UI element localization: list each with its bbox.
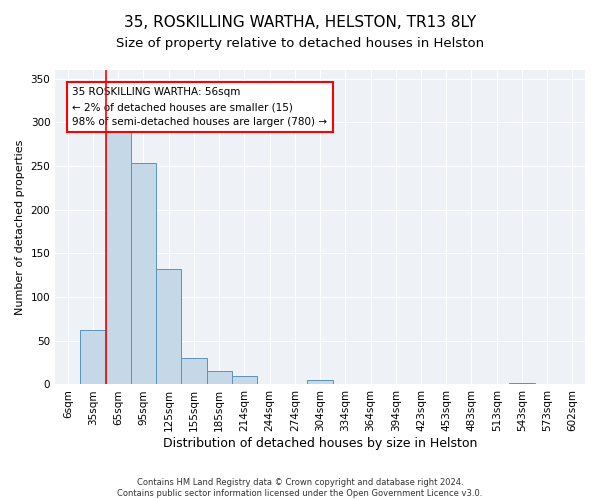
Bar [509,382,535,384]
Text: Size of property relative to detached houses in Helston: Size of property relative to detached ho… [116,38,484,51]
Text: 35, ROSKILLING WARTHA, HELSTON, TR13 8LY: 35, ROSKILLING WARTHA, HELSTON, TR13 8LY [124,15,476,30]
Bar [307,380,332,384]
Bar [131,162,156,384]
Bar [206,372,232,384]
X-axis label: Distribution of detached houses by size in Helston: Distribution of detached houses by size … [163,437,477,450]
Text: Contains HM Land Registry data © Crown copyright and database right 2024.
Contai: Contains HM Land Registry data © Crown c… [118,478,482,498]
Bar [156,269,181,384]
Bar [80,330,106,384]
Text: 35 ROSKILLING WARTHA: 56sqm
← 2% of detached houses are smaller (15)
98% of semi: 35 ROSKILLING WARTHA: 56sqm ← 2% of deta… [73,88,328,127]
Y-axis label: Number of detached properties: Number of detached properties [15,140,25,315]
Bar [181,358,206,384]
Bar [232,376,257,384]
Bar [106,131,131,384]
